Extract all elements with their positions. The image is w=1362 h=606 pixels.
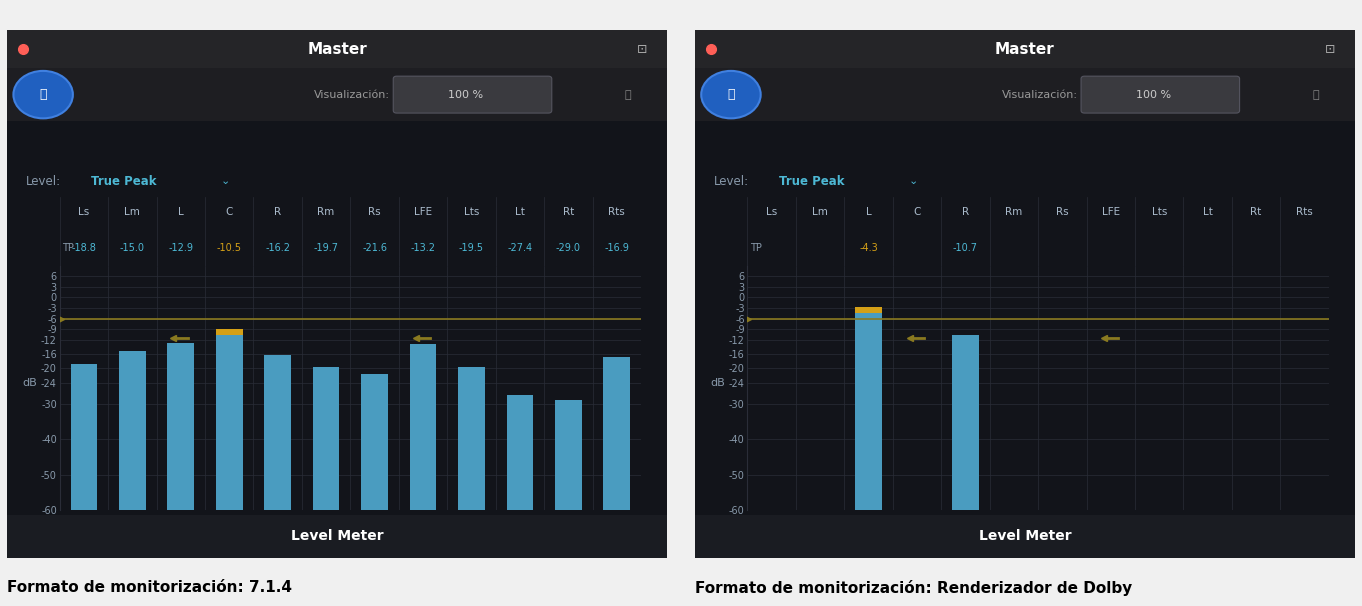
Bar [217, 329, 242, 335]
Text: TP: TP [750, 244, 761, 253]
Text: Lm: Lm [124, 207, 140, 217]
Text: -18.8: -18.8 [71, 244, 97, 253]
Text: Rm: Rm [317, 207, 335, 217]
Text: Master: Master [308, 42, 366, 57]
Text: Master: Master [996, 42, 1054, 57]
Text: Level:: Level: [714, 175, 749, 188]
FancyBboxPatch shape [695, 515, 1355, 558]
Text: Rts: Rts [609, 207, 625, 217]
Text: ⌄: ⌄ [908, 176, 918, 186]
Text: Ls: Ls [765, 207, 778, 217]
Bar [507, 395, 533, 510]
Text: Level Meter: Level Meter [978, 530, 1072, 544]
Text: ⏻: ⏻ [39, 88, 46, 101]
FancyBboxPatch shape [695, 30, 1355, 68]
Text: Lt: Lt [1203, 207, 1212, 217]
Text: ⏻: ⏻ [727, 88, 734, 101]
Bar [264, 355, 291, 510]
Text: 🔗: 🔗 [624, 90, 631, 99]
Text: 100 %: 100 % [1136, 90, 1171, 99]
Bar [603, 358, 631, 510]
Text: -27.4: -27.4 [507, 244, 533, 253]
Text: -10.5: -10.5 [217, 244, 241, 253]
Text: Level:: Level: [26, 175, 61, 188]
Text: Rs: Rs [368, 207, 381, 217]
Circle shape [14, 71, 74, 118]
Text: Ls: Ls [78, 207, 90, 217]
Bar [952, 335, 979, 510]
Bar [313, 367, 339, 510]
Bar [71, 364, 97, 510]
Text: Formato de monitorización: Renderizador de Dolby: Formato de monitorización: Renderizador … [695, 580, 1132, 596]
Text: -4.3: -4.3 [859, 244, 878, 253]
Text: True Peak: True Peak [91, 175, 157, 188]
Text: Rs: Rs [1056, 207, 1069, 217]
Text: 100 %: 100 % [448, 90, 484, 99]
Text: Visualización:: Visualización: [313, 90, 390, 99]
Text: -10.7: -10.7 [953, 244, 978, 253]
Text: Rt: Rt [1250, 207, 1261, 217]
Text: ⌄: ⌄ [221, 176, 230, 186]
Text: C: C [226, 207, 233, 217]
FancyBboxPatch shape [1081, 76, 1239, 113]
Text: Lt: Lt [515, 207, 524, 217]
FancyBboxPatch shape [7, 515, 667, 558]
Text: R: R [962, 207, 968, 217]
Text: ⊡: ⊡ [637, 43, 647, 56]
Text: Rm: Rm [1005, 207, 1023, 217]
Circle shape [701, 71, 761, 118]
Bar [855, 313, 881, 510]
FancyBboxPatch shape [7, 30, 667, 68]
Bar [855, 307, 881, 313]
Text: LFE: LFE [414, 207, 432, 217]
Text: Lts: Lts [463, 207, 479, 217]
Text: TP: TP [63, 244, 74, 253]
Text: -21.6: -21.6 [362, 244, 387, 253]
Text: Level Meter: Level Meter [290, 530, 384, 544]
Text: True Peak: True Peak [779, 175, 844, 188]
Text: Lm: Lm [812, 207, 828, 217]
FancyBboxPatch shape [394, 76, 552, 113]
FancyBboxPatch shape [695, 121, 1355, 515]
Text: Rt: Rt [563, 207, 573, 217]
Bar [217, 335, 242, 510]
FancyBboxPatch shape [7, 121, 667, 515]
Bar [458, 367, 485, 510]
Bar [410, 344, 436, 510]
Bar [168, 343, 193, 510]
FancyBboxPatch shape [695, 68, 1355, 121]
Text: -16.9: -16.9 [605, 244, 629, 253]
Text: R: R [274, 207, 281, 217]
Text: C: C [914, 207, 921, 217]
Text: ⊡: ⊡ [1325, 43, 1335, 56]
Text: Rts: Rts [1297, 207, 1313, 217]
Text: -19.7: -19.7 [313, 244, 339, 253]
Text: Lts: Lts [1151, 207, 1167, 217]
Text: -13.2: -13.2 [410, 244, 436, 253]
Text: L: L [178, 207, 184, 217]
Text: -12.9: -12.9 [169, 244, 193, 253]
Text: -15.0: -15.0 [120, 244, 144, 253]
Text: LFE: LFE [1102, 207, 1120, 217]
Text: Visualización:: Visualización: [1001, 90, 1077, 99]
Text: 🔗: 🔗 [1312, 90, 1318, 99]
Y-axis label: dB: dB [23, 378, 37, 388]
Y-axis label: dB: dB [711, 378, 725, 388]
Text: -29.0: -29.0 [556, 244, 580, 253]
Text: -16.2: -16.2 [266, 244, 290, 253]
Bar [361, 374, 388, 510]
Text: Formato de monitorización: 7.1.4: Formato de monitorización: 7.1.4 [7, 581, 291, 595]
Text: L: L [866, 207, 872, 217]
FancyBboxPatch shape [7, 68, 667, 121]
Text: -19.5: -19.5 [459, 244, 484, 253]
Bar [554, 400, 582, 510]
Bar [118, 351, 146, 510]
